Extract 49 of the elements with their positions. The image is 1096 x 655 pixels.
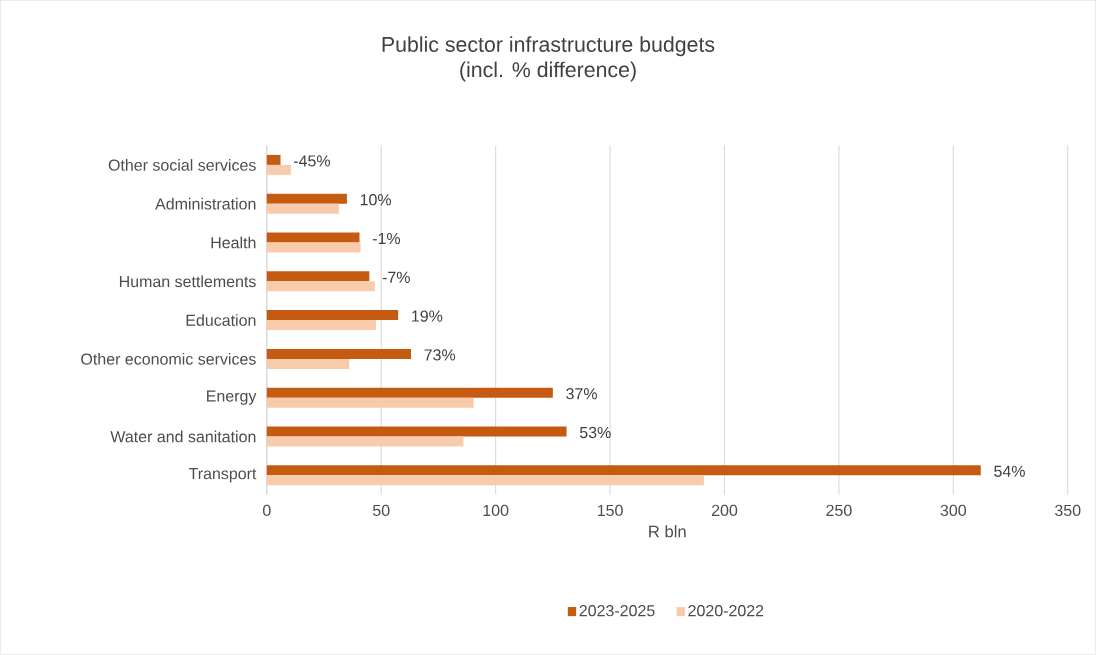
y-tick-label: Other economic services <box>81 353 256 365</box>
annotation: -1% <box>372 232 401 245</box>
annotation: 53% <box>579 426 611 439</box>
annotation: -45% <box>293 155 330 167</box>
x-tick-label: 0 <box>262 504 271 517</box>
chart-subtitle: (incl. % difference) <box>460 61 636 82</box>
y-tick-label: Education <box>186 314 256 327</box>
chart-title: Public sector infrastructure budgets <box>382 36 715 57</box>
x-tick-label: 300 <box>940 504 967 517</box>
y-tick-label: Human settlements <box>119 275 256 288</box>
annotation: 10% <box>360 194 392 206</box>
bar <box>266 426 567 437</box>
bar <box>266 348 411 359</box>
annotation: 37% <box>566 388 597 400</box>
bar <box>266 232 360 243</box>
x-tick-label: 250 <box>826 504 852 517</box>
bar <box>266 310 399 321</box>
x-tick-label: 350 <box>1055 504 1081 517</box>
bar <box>266 387 553 398</box>
bar <box>266 154 281 165</box>
legend-label: 2020-2022 <box>688 605 764 617</box>
bar <box>266 358 350 369</box>
x-tick-label: 150 <box>597 504 623 517</box>
bar <box>266 397 474 408</box>
y-tick-label: Transport <box>188 468 257 483</box>
bar <box>266 164 291 175</box>
legend-label: 2023-2025 <box>579 605 655 617</box>
annotation: 19% <box>412 310 443 322</box>
x-tick-label: 100 <box>483 504 509 517</box>
x-axis-title: R bln <box>649 525 686 538</box>
y-tick-label: Administration <box>155 197 256 210</box>
y-tick-label: Energy <box>207 390 257 405</box>
y-tick-label: Water and sanitation <box>110 430 256 443</box>
bar <box>266 320 376 331</box>
bar <box>266 465 981 476</box>
annotation: 54% <box>994 465 1025 477</box>
x-tick-label: 50 <box>372 504 390 517</box>
x-tick-label: 200 <box>711 504 738 517</box>
y-tick-label: Health <box>211 236 256 249</box>
bar <box>266 281 375 292</box>
annotation: -7% <box>382 271 410 283</box>
bar <box>266 242 361 253</box>
y-tick-label: Other social services <box>108 159 256 171</box>
bar <box>266 475 704 486</box>
bar <box>266 193 347 204</box>
annotation: 73% <box>424 349 456 361</box>
bar <box>266 271 370 282</box>
bar <box>266 436 464 447</box>
bar <box>266 203 339 214</box>
